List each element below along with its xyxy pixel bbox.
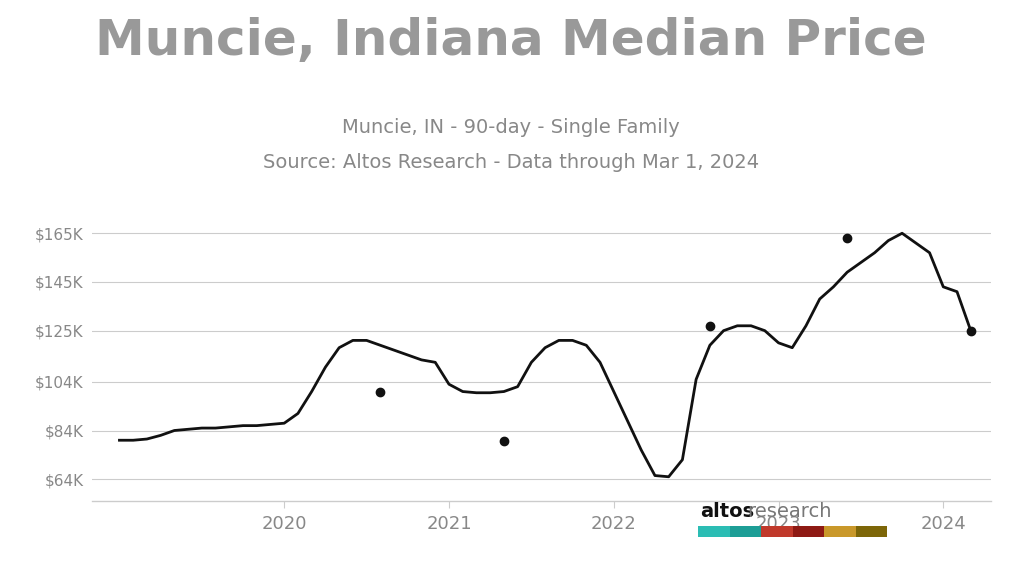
Text: Muncie, IN - 90-day - Single Family: Muncie, IN - 90-day - Single Family bbox=[342, 118, 680, 137]
Text: Muncie, Indiana Median Price: Muncie, Indiana Median Price bbox=[95, 17, 927, 65]
Text: Source: Altos Research - Data through Mar 1, 2024: Source: Altos Research - Data through Ma… bbox=[263, 153, 759, 172]
Text: research: research bbox=[747, 502, 832, 521]
Text: altos: altos bbox=[700, 502, 754, 521]
